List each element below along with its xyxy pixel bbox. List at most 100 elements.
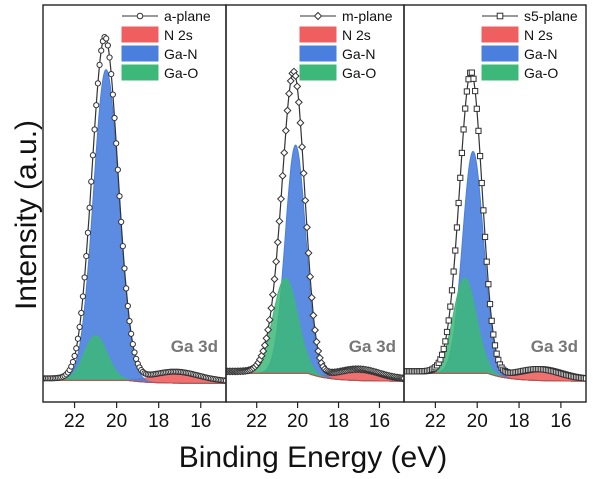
data-point: [133, 355, 140, 363]
data-point: [114, 166, 121, 173]
data-point: [76, 323, 83, 331]
legend-label: s5-plane: [524, 8, 578, 24]
data-point: [74, 335, 82, 342]
data-point: [447, 303, 454, 310]
data-point: [470, 75, 477, 82]
panels-layer: 22 20 18 16 Ga 3d a-plane N 2s Ga-N Ga-O 22 20 18 16…: [42, 4, 587, 432]
data-point: [257, 351, 266, 360]
data-point: [302, 223, 311, 232]
region-label: Ga 3d: [349, 337, 396, 356]
x-tick-label: 20: [287, 411, 308, 432]
data-point: [448, 287, 456, 294]
data-point: [443, 328, 451, 336]
legend-marker: [136, 12, 144, 20]
data-point: [475, 127, 482, 134]
data-point: [118, 218, 125, 225]
data-point: [440, 345, 447, 353]
data-point: [477, 152, 484, 160]
data-point: [309, 311, 318, 320]
data-point: [457, 174, 464, 181]
data-point: [265, 315, 274, 324]
data-point: [491, 342, 499, 349]
data-point: [109, 91, 116, 98]
data-point: [445, 317, 452, 324]
data-point: [278, 171, 287, 180]
legend-label: Ga-N: [164, 46, 197, 62]
x-tick-label: 18: [148, 411, 169, 432]
data-point: [93, 102, 100, 109]
data-point: [481, 233, 489, 241]
data-point: [490, 331, 497, 338]
data-point: [79, 293, 87, 300]
data-point: [473, 105, 480, 112]
data-point: [96, 61, 103, 68]
data-point: [86, 204, 93, 211]
panel-3: 22 20 18 16 Ga 3d s5-plane N 2s Ga-N Ga-O: [403, 4, 587, 432]
data-point: [458, 149, 466, 157]
plot-area: [43, 34, 226, 384]
data-point: [306, 272, 315, 281]
data-point: [291, 71, 300, 80]
data-point: [286, 76, 295, 85]
x-tick-label: 22: [425, 411, 446, 432]
data-point: [71, 352, 78, 360]
data-point: [128, 330, 135, 337]
data-point: [483, 258, 490, 265]
data-point: [299, 169, 308, 178]
data-point: [83, 253, 90, 260]
legend-label: Ga-O: [342, 65, 376, 81]
legend-label: a-plane: [164, 8, 211, 24]
data-point: [314, 347, 323, 356]
data-point: [275, 217, 284, 226]
legend-swatch: [299, 45, 337, 62]
data-point: [88, 178, 95, 185]
data-point: [89, 152, 97, 159]
data-point: [126, 318, 133, 325]
legend-label: Ga-O: [524, 65, 558, 81]
legend-label: Ga-N: [342, 46, 375, 62]
data-point: [307, 293, 316, 302]
background-line: [226, 372, 404, 382]
legend-label: N 2s: [524, 27, 553, 43]
data-point: [486, 300, 494, 308]
data-point: [399, 374, 404, 383]
legend-swatch: [121, 45, 159, 62]
region-label: Ga 3d: [171, 337, 218, 356]
legend-swatch: [481, 64, 519, 81]
data-point: [298, 142, 307, 151]
data-point: [294, 98, 303, 107]
x-axis-title: Binding Energy (eV): [179, 441, 447, 474]
x-tick-label: 16: [190, 411, 211, 432]
data-point: [452, 247, 459, 254]
data-point: [260, 341, 269, 350]
data-point: [267, 304, 276, 313]
legend-marker: [496, 12, 504, 20]
data-point: [293, 82, 302, 91]
y-axis-title: Intensity (a.u.): [10, 120, 43, 310]
data-point: [268, 290, 277, 299]
data-point: [296, 118, 305, 127]
x-tick-label: 22: [246, 411, 267, 432]
x-tick-label: 20: [106, 411, 127, 432]
data-point: [69, 358, 77, 366]
data-point: [582, 375, 586, 382]
data-point: [94, 80, 102, 87]
legend-label: Ga-O: [164, 65, 198, 81]
data-point: [478, 179, 485, 187]
data-point: [455, 199, 462, 207]
data-point: [301, 196, 310, 205]
panel-1: 22 20 18 16 Ga 3d a-plane N 2s Ga-N Ga-O: [42, 4, 227, 432]
legend-marker: [313, 11, 323, 21]
x-tick-label: 16: [369, 411, 390, 432]
legend-swatch: [299, 26, 337, 43]
data-point: [488, 317, 495, 324]
data-point: [304, 248, 313, 257]
data-point: [460, 126, 467, 133]
legend-label: N 2s: [342, 27, 371, 43]
data-point: [283, 106, 292, 115]
x-tick-label: 22: [64, 411, 85, 432]
data-point: [106, 54, 113, 61]
background-line: [43, 379, 226, 384]
data-point: [121, 265, 128, 272]
